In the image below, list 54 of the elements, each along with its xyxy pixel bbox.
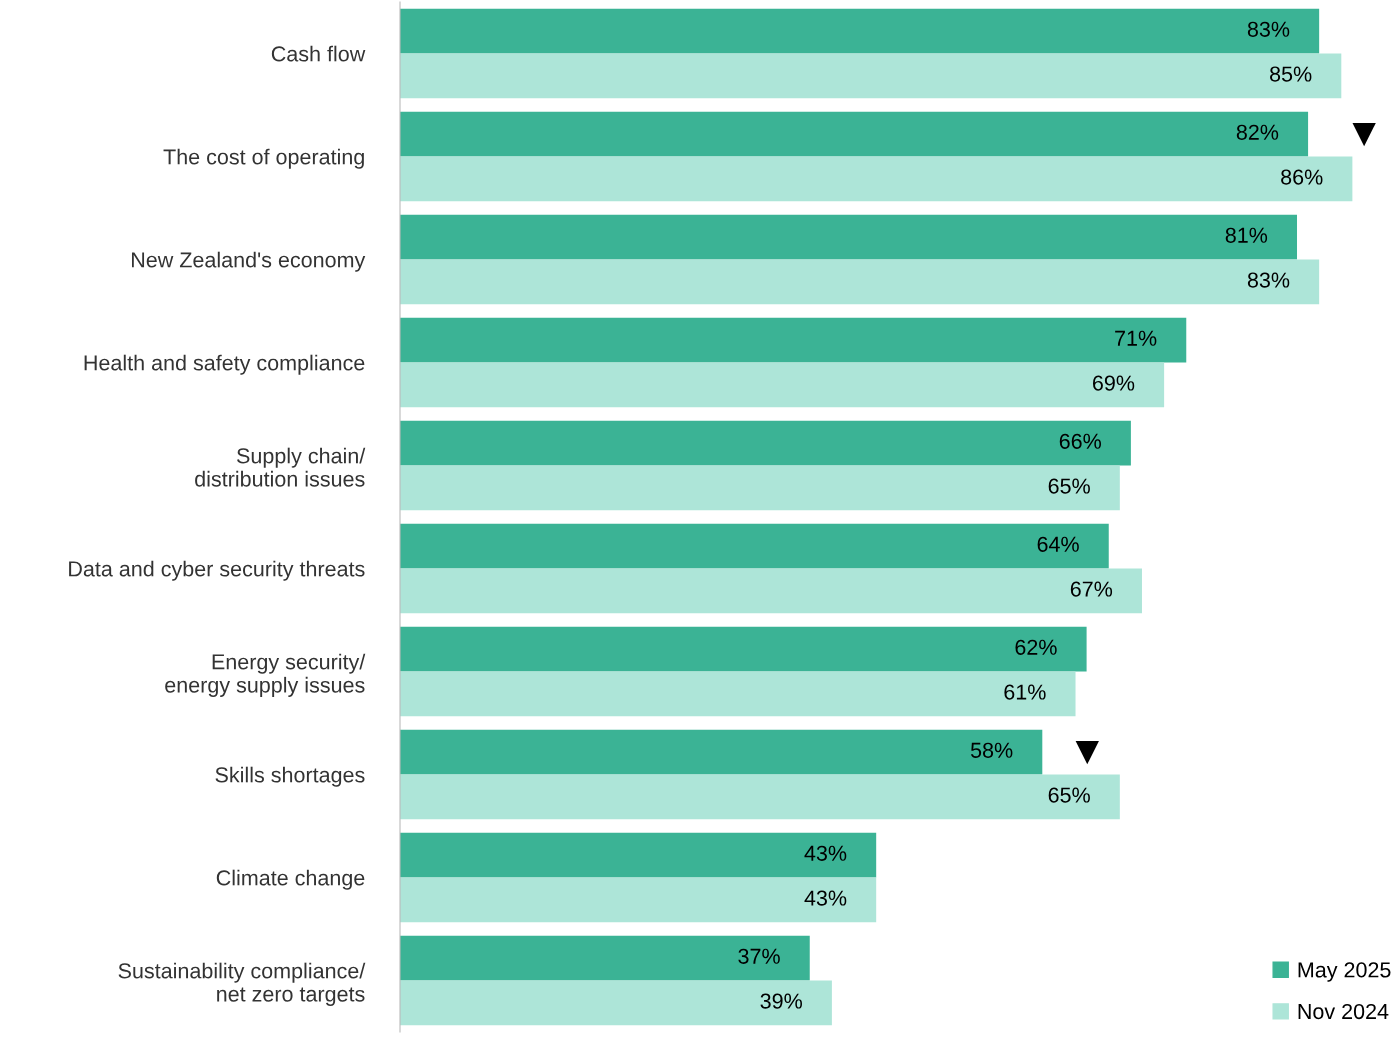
data-label: 65% <box>1048 787 1090 803</box>
bar <box>400 671 1076 717</box>
bar <box>400 317 1187 363</box>
bar <box>400 774 1120 820</box>
data-label: 67% <box>1070 581 1113 597</box>
y-tick-label: Energy security/ energy supply issues <box>165 653 366 697</box>
bar <box>400 8 1320 54</box>
bar <box>400 214 1298 260</box>
data-label: 83% <box>1247 21 1290 37</box>
data-label: 65% <box>1048 478 1090 494</box>
bar <box>400 523 1109 569</box>
bar <box>400 156 1353 202</box>
y-tick-label: Data and cyber security threats <box>69 560 365 581</box>
y-tick-label: Supply chain/ distribution issues <box>195 447 366 487</box>
data-label: 37% <box>738 948 780 964</box>
data-label: 39% <box>760 993 802 1009</box>
data-label: 58% <box>970 742 1013 758</box>
data-label: 43% <box>804 890 847 906</box>
data-label: 69% <box>1092 375 1135 391</box>
y-tick-label: Sustainability compliance/ net zero targets <box>118 962 366 1006</box>
bar <box>400 877 877 923</box>
data-label: 64% <box>1037 536 1079 552</box>
y-tick-label: Health and safety compliance <box>84 354 365 375</box>
bar <box>400 832 877 878</box>
annotation: ▼ <box>1352 122 1376 147</box>
bar <box>400 420 1131 466</box>
y-tick-label: Cash flow <box>271 45 366 62</box>
data-label: 43% <box>804 845 847 861</box>
y-tick-label: New Zealand's economy <box>132 251 366 272</box>
bar <box>400 980 832 1026</box>
annotation: ▼ <box>1075 740 1099 765</box>
legend-label: Nov 2024 <box>1298 1003 1389 1020</box>
data-label: 83% <box>1247 272 1290 288</box>
bar <box>400 729 1043 775</box>
bar <box>400 568 1142 614</box>
data-label: 66% <box>1059 433 1101 449</box>
bar <box>400 465 1120 511</box>
data-label: 61% <box>1004 684 1046 700</box>
bar <box>400 626 1087 672</box>
legend-label: May 2025 <box>1298 962 1391 982</box>
y-tick-label: Skills shortages <box>215 766 365 787</box>
data-label: 81% <box>1225 227 1268 243</box>
data-label: 71% <box>1115 330 1157 346</box>
data-label: 85% <box>1270 66 1312 82</box>
bar <box>400 362 1165 408</box>
bar <box>400 111 1309 157</box>
bar <box>400 259 1320 305</box>
bar <box>400 935 810 981</box>
y-tick-label: The cost of operating <box>163 148 364 169</box>
data-label: 62% <box>1015 639 1057 655</box>
bar <box>400 53 1342 99</box>
data-label: 86% <box>1281 169 1323 185</box>
data-label: 82% <box>1236 124 1279 140</box>
y-tick-label: Climate change <box>216 869 365 890</box>
